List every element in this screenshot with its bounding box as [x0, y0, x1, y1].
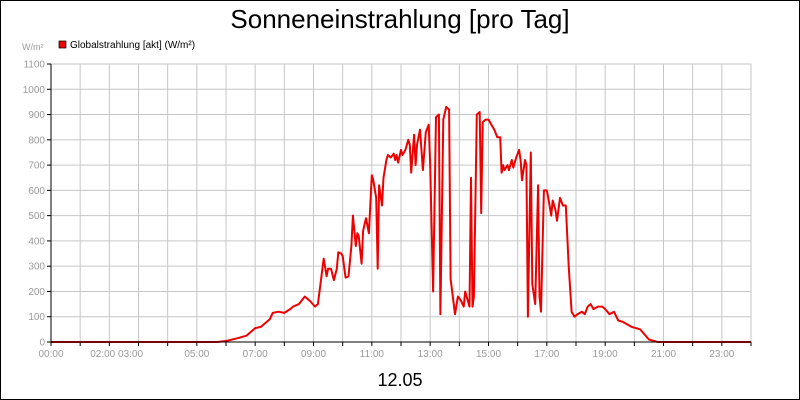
y-tick-label: 400 [28, 236, 45, 247]
y-tick-label: 800 [28, 135, 45, 146]
legend-swatch [58, 40, 67, 49]
y-tick-label: 300 [28, 262, 45, 273]
grid [51, 63, 751, 342]
x-tick-label: 13:00 [418, 349, 443, 360]
x-tick-label: 00:00 [38, 349, 63, 360]
chart-title: Sonneneinstrahlung [pro Tag] [230, 4, 569, 34]
legend-label: Globalstrahlung [akt] (W/m²) [70, 40, 195, 51]
y-axis-unit: W/m² [22, 42, 44, 52]
x-tick-label: 21:00 [651, 349, 676, 360]
legend: Globalstrahlung [akt] (W/m²) [58, 40, 195, 51]
date-label: 12.05 [377, 370, 422, 390]
x-tick-label: 05:00 [184, 349, 209, 360]
x-tick-label: 11:00 [360, 349, 385, 360]
x-tick-label: 23:00 [709, 349, 734, 360]
y-ticks: 0 100 200 300 400 500 600 700 800 900 1000 1100 [23, 60, 51, 349]
y-tick-label: 600 [28, 186, 45, 197]
y-tick-label: 100 [28, 312, 45, 323]
x-tick-label: 15:00 [476, 349, 501, 360]
y-tick-label: 200 [28, 287, 45, 298]
series-layer [51, 106, 751, 343]
y-tick-label: 0 [39, 338, 45, 349]
y-tick-label: 1100 [23, 60, 45, 71]
x-tick-label: 02:00 03:00 [90, 349, 143, 360]
x-tick-label: 09:00 [301, 349, 326, 360]
y-tick-label: 1000 [23, 85, 46, 96]
y-tick-label: 700 [28, 161, 45, 172]
x-ticks: 00:00 02:00 03:00 05:00 07:00 09:00 11:00 13:0… [38, 342, 752, 360]
x-tick-label: 07:00 [243, 349, 268, 360]
x-tick-label: 17:00 [534, 349, 559, 360]
x-tick-label: 19:00 [593, 349, 618, 360]
series-line-globalstrahlung [51, 106, 751, 343]
y-tick-label: 900 [28, 110, 45, 121]
y-tick-label: 500 [28, 211, 45, 222]
